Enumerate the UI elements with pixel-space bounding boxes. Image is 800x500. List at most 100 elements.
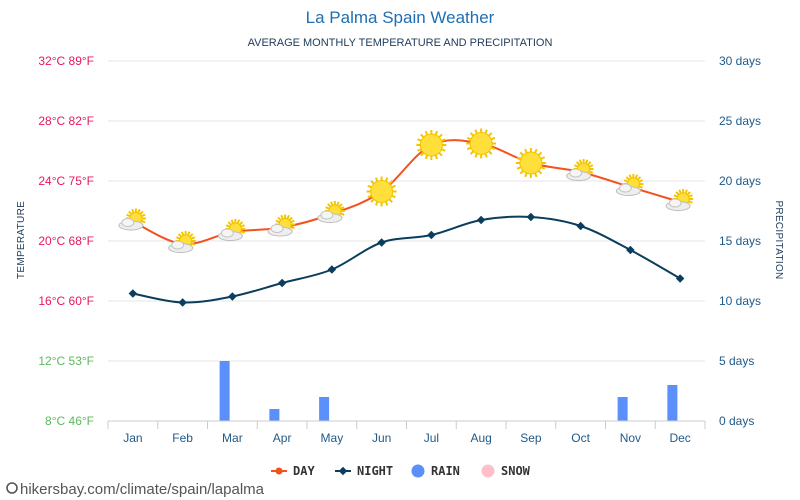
sun-ray	[290, 225, 295, 230]
cloud	[270, 224, 284, 233]
sun-disc	[370, 180, 394, 203]
weather-icons	[118, 128, 694, 253]
sun-icon	[466, 128, 497, 159]
precipitation-bars	[219, 361, 678, 421]
sun-ray	[340, 206, 345, 210]
sun-ray	[190, 236, 196, 240]
sun-ray	[678, 189, 682, 194]
sun-ray	[441, 138, 446, 142]
sun-ray	[288, 216, 293, 221]
sun-ray	[516, 156, 522, 160]
sun-ray	[126, 213, 131, 218]
y-tick-label: 24°C 75°F	[38, 174, 94, 188]
sun-ray	[519, 170, 524, 175]
sun-ray	[466, 146, 472, 151]
sun-ray	[574, 164, 579, 168]
sun-ray	[466, 136, 472, 141]
y-tick-label: 16°C 60°F	[38, 294, 94, 308]
sun-ray	[186, 231, 191, 236]
sun-icon	[366, 176, 397, 207]
y-tick-label: 32°C 89°F	[38, 54, 94, 68]
sun-ray	[338, 203, 343, 208]
sun-ray	[327, 203, 332, 208]
sun-ray	[588, 170, 594, 174]
sun-ray	[688, 194, 693, 198]
sun-ray	[634, 174, 639, 179]
partly-cloudy-icon	[217, 219, 246, 241]
sun-ray	[438, 133, 443, 138]
sun-ray	[474, 153, 478, 158]
y2-tick-label: 15 days	[719, 234, 761, 248]
sun-ray	[275, 219, 280, 224]
left-axis-ticks: 32°C 89°F 28°C 82°F 24°C 75°F 20°C 68°F 16°C…	[38, 54, 94, 428]
night-point	[327, 265, 337, 274]
sun-ray	[469, 132, 475, 137]
sun-ray	[290, 219, 295, 224]
sun-ray	[469, 150, 475, 155]
sun-ray	[177, 233, 183, 238]
sun-ray	[137, 208, 141, 214]
cloud	[320, 210, 334, 220]
temperature-lines	[128, 139, 685, 307]
sun-ray	[189, 233, 194, 238]
sun-ray	[540, 156, 546, 160]
sun-ray	[190, 242, 196, 246]
sun-disc	[469, 132, 493, 155]
sun-ray	[420, 152, 425, 157]
sun-ray	[139, 210, 144, 215]
sun-ray	[340, 212, 345, 216]
legend: DAY NIGHT RAIN SNOW	[271, 464, 531, 478]
sun-ray	[638, 185, 643, 189]
sun-ray	[240, 230, 245, 234]
sun-ray	[623, 179, 629, 183]
sun-ray	[684, 189, 688, 194]
night-point	[626, 245, 635, 255]
bar-rain	[667, 385, 678, 421]
y2-tick-label: 10 days	[719, 294, 761, 308]
watermark: hikersbay.com/climate/spain/lapalma	[6, 481, 265, 498]
night-point	[675, 274, 685, 283]
y2-tick-label: 0 days	[719, 414, 754, 428]
sun-ray	[584, 159, 589, 164]
y-tick-label: 20°C 68°F	[38, 234, 94, 248]
night-point	[178, 298, 187, 307]
sun-ray	[474, 129, 478, 134]
bar-rain	[617, 397, 628, 421]
y-tick-label: 28°C 82°F	[38, 114, 94, 128]
sun-ray	[438, 152, 443, 157]
sun-ray	[227, 221, 232, 226]
legend-marker	[275, 467, 283, 475]
sun-ray	[534, 148, 538, 154]
night-point	[427, 230, 436, 240]
sun-ray	[370, 198, 375, 203]
partly-cloudy-icon	[118, 208, 146, 231]
cloud	[171, 240, 185, 250]
night-point	[128, 289, 138, 298]
sun-ray	[628, 174, 633, 179]
sun-disc	[419, 133, 443, 157]
y-tick-label: 12°C 53°F	[38, 354, 94, 368]
sun-ray	[490, 136, 496, 141]
sun-ray	[141, 213, 146, 218]
sun-ray	[391, 184, 396, 189]
sun-ray	[524, 172, 528, 178]
sun-ray	[374, 177, 379, 182]
night-point	[476, 215, 486, 225]
partly-cloudy-icon	[615, 174, 644, 196]
sun-disc	[519, 151, 543, 175]
sun-ray	[575, 161, 581, 166]
cloud	[668, 198, 682, 208]
x-tick-label: Sep	[520, 431, 542, 445]
sun-icon	[416, 130, 447, 160]
x-tick-label: Jan	[123, 431, 142, 445]
sun-ray	[519, 151, 524, 156]
night-point	[277, 278, 287, 288]
partly-cloudy-icon	[665, 189, 694, 211]
legend-marker	[411, 464, 425, 478]
x-tick-label: Feb	[172, 431, 193, 445]
watermark-text[interactable]: hikersbay.com/climate/spain/lapalma	[20, 481, 265, 498]
partly-cloudy-icon	[566, 159, 594, 181]
cloud	[569, 168, 583, 178]
legend-label: NIGHT	[357, 464, 393, 478]
